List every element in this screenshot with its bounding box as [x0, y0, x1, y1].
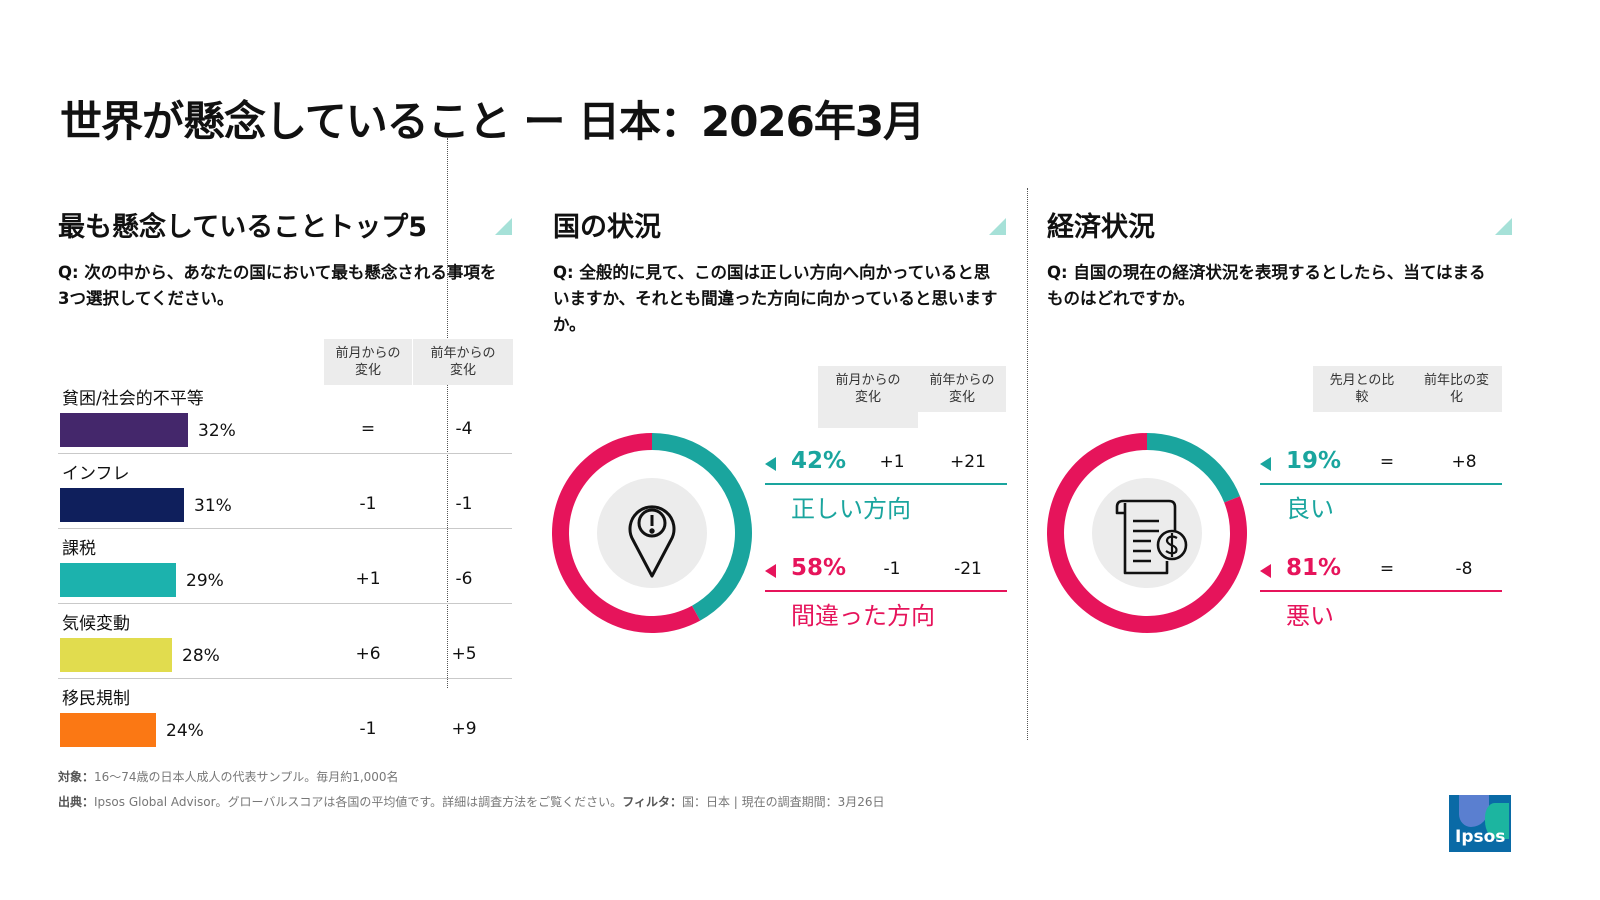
donut-slice — [652, 433, 752, 621]
result-underline — [765, 590, 1007, 592]
column-header-month: 前月からの変化 — [818, 366, 918, 428]
change-month-value: +1 — [879, 452, 905, 472]
donut-segments — [552, 433, 752, 633]
result-label: 正しい方向 — [791, 495, 911, 523]
column-header-year: 前年比の変化 — [1411, 366, 1502, 412]
donut-chart-country — [552, 433, 752, 633]
change-month-value: -1 — [359, 719, 377, 739]
change-month-value: -1 — [883, 559, 901, 579]
result-underline — [1260, 483, 1502, 485]
ipsos-logo: Ipsos — [1449, 795, 1511, 852]
donut-slice — [552, 433, 701, 633]
change-month-value: = — [1379, 452, 1395, 472]
change-year-value: -6 — [455, 569, 473, 589]
change-month-value: = — [360, 419, 376, 439]
question-text: Q: 次の中から、あなたの国において最も懸念される事項を3つ選択してください。 — [58, 263, 497, 308]
change-year-value: -8 — [1455, 559, 1473, 579]
bar-category-label: 貧困/社会的不平等 — [62, 389, 204, 409]
bar — [60, 413, 188, 447]
left-arrow-icon — [765, 564, 776, 578]
result-percent: 19% — [1286, 448, 1342, 474]
left-arrow-icon — [765, 457, 776, 471]
change-month-value: +6 — [355, 644, 381, 664]
logo-shape — [1485, 803, 1509, 839]
row-divider — [58, 453, 512, 454]
bar-value-label: 28% — [182, 646, 220, 666]
column-header-month: 前月からの変化 — [324, 339, 412, 385]
bar-category-label: 移民規制 — [62, 689, 130, 709]
icon-background — [1092, 478, 1202, 588]
donut-chart-economy — [1047, 433, 1247, 633]
bar-value-label: 32% — [198, 421, 236, 441]
result-underline — [765, 483, 1007, 485]
row-divider — [58, 603, 512, 604]
column-header-year: 前年からの変化 — [413, 339, 513, 385]
column-header-year: 前年からの変化 — [918, 366, 1006, 412]
donut-segments — [1047, 433, 1247, 633]
bar-category-label: 気候変動 — [62, 614, 130, 634]
question-text: Q: 全般的に見て、この国は正しい方向へ向かっていると思いますか、それとも間違っ… — [553, 263, 998, 334]
change-month-value: +1 — [355, 569, 381, 589]
change-year-value: +21 — [950, 452, 986, 472]
corner-triangle-icon — [989, 218, 1006, 235]
change-year-value: -1 — [455, 494, 473, 514]
bar — [60, 713, 156, 747]
corner-triangle-icon — [1495, 218, 1512, 235]
section-title-country: 国の状況 — [553, 212, 661, 243]
map-pin-alert-icon — [628, 505, 676, 578]
bar — [60, 488, 184, 522]
result-underline — [1260, 590, 1502, 592]
result-label: 悪い — [1286, 602, 1334, 630]
change-month-value: = — [1379, 559, 1395, 579]
section-title-economy: 経済状況 — [1047, 212, 1155, 243]
result-percent: 42% — [791, 448, 847, 474]
result-label: 良い — [1286, 495, 1334, 523]
change-year-value: +9 — [451, 719, 477, 739]
question-text: Q: 自国の現在の経済状況を表現するとしたら、当てはまるものはどれですか。 — [1047, 263, 1486, 308]
result-percent: 81% — [1286, 555, 1342, 581]
change-year-value: -4 — [455, 419, 473, 439]
section-title-top5: 最も懸念していることトップ5 — [58, 212, 427, 243]
change-year-value: +8 — [1451, 452, 1477, 472]
divider-dotted — [1027, 188, 1028, 740]
bar — [60, 563, 176, 597]
row-divider — [58, 678, 512, 679]
bar — [60, 638, 172, 672]
result-percent: 58% — [791, 555, 847, 581]
left-arrow-icon — [1260, 564, 1271, 578]
left-arrow-icon — [1260, 457, 1271, 471]
change-year-value: +5 — [451, 644, 477, 664]
bar-value-label: 31% — [194, 496, 232, 516]
donut-slice — [1147, 433, 1240, 503]
page-title: 世界が懸念していること ー 日本：2026年3月 — [60, 97, 925, 146]
logo-text: Ipsos — [1455, 827, 1506, 847]
bar-value-label: 29% — [186, 571, 224, 591]
change-year-value: -21 — [954, 559, 982, 579]
bar-category-label: 課税 — [62, 539, 96, 559]
change-month-value: -1 — [359, 494, 377, 514]
row-divider — [58, 528, 512, 529]
footer-source: 出典：Ipsos Global Advisor。グローバルスコアは各国の平均値で… — [58, 795, 885, 809]
footer-target: 対象：16～74歳の日本人成人の代表サンプル。毎月約1,000名 — [58, 770, 399, 784]
corner-triangle-icon — [495, 218, 512, 235]
document-dollar-icon — [1115, 499, 1188, 575]
bar-value-label: 24% — [166, 721, 204, 741]
bar-category-label: インフレ — [62, 464, 130, 484]
result-label: 間違った方向 — [791, 602, 935, 630]
column-header-month: 先月との比較 — [1313, 366, 1411, 412]
divider-dotted — [447, 138, 448, 688]
